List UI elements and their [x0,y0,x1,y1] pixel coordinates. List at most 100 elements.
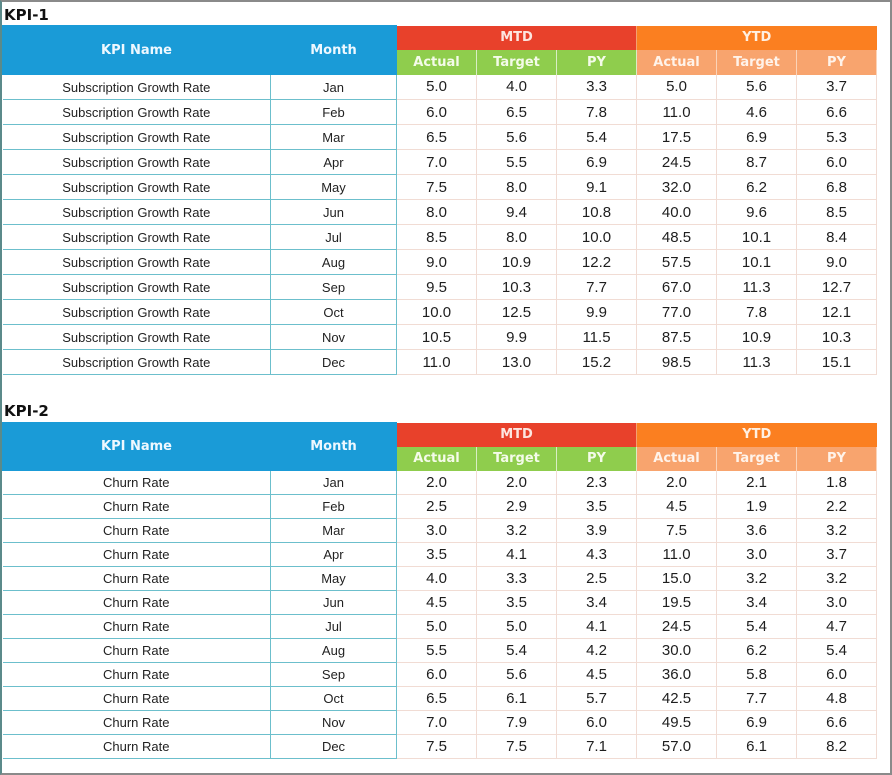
month-header[interactable]: Month [270,422,397,471]
kpi-name-cell[interactable]: Subscription Growth Rate [2,74,271,100]
kpi-name-cell[interactable]: Subscription Growth Rate [2,349,271,375]
mtd-actual-cell[interactable]: 3.0 [396,518,477,543]
month-cell[interactable]: Aug [270,638,397,663]
ytd-actual-cell[interactable]: 48.5 [636,224,717,250]
kpi-name-cell[interactable]: Churn Rate [2,710,271,735]
ytd-target-header[interactable]: Target [716,446,797,471]
kpi-name-cell[interactable]: Churn Rate [2,494,271,519]
ytd-actual-cell[interactable]: 5.0 [636,74,717,100]
mtd-target-cell[interactable]: 2.0 [476,470,557,495]
mtd-target-cell[interactable]: 7.9 [476,710,557,735]
kpi-name-cell[interactable]: Churn Rate [2,734,271,759]
ytd-py-cell[interactable]: 8.5 [796,199,877,225]
ytd-target-cell[interactable]: 6.9 [716,124,797,150]
mtd-py-cell[interactable]: 6.9 [556,149,637,175]
mtd-actual-cell[interactable]: 10.5 [396,324,477,350]
kpi-name-cell[interactable]: Subscription Growth Rate [2,299,271,325]
mtd-py-header[interactable]: PY [556,49,637,75]
ytd-py-cell[interactable]: 6.6 [796,710,877,735]
ytd-py-cell[interactable]: 9.0 [796,249,877,275]
month-cell[interactable]: Apr [270,149,397,175]
ytd-py-cell[interactable]: 3.0 [796,590,877,615]
ytd-target-cell[interactable]: 6.1 [716,734,797,759]
mtd-actual-cell[interactable]: 7.0 [396,149,477,175]
mtd-py-cell[interactable]: 3.9 [556,518,637,543]
ytd-py-cell[interactable]: 12.1 [796,299,877,325]
ytd-actual-cell[interactable]: 15.0 [636,566,717,591]
mtd-target-cell[interactable]: 6.5 [476,99,557,125]
kpi-name-cell[interactable]: Subscription Growth Rate [2,224,271,250]
ytd-actual-cell[interactable]: 49.5 [636,710,717,735]
mtd-py-cell[interactable]: 7.7 [556,274,637,300]
ytd-actual-cell[interactable]: 87.5 [636,324,717,350]
kpi-name-cell[interactable]: Subscription Growth Rate [2,99,271,125]
ytd-actual-header[interactable]: Actual [636,49,717,75]
mtd-py-cell[interactable]: 10.0 [556,224,637,250]
ytd-py-cell[interactable]: 2.2 [796,494,877,519]
mtd-target-cell[interactable]: 2.9 [476,494,557,519]
month-cell[interactable]: Jul [270,224,397,250]
mtd-target-header[interactable]: Target [476,49,557,75]
mtd-py-header[interactable]: PY [556,446,637,471]
ytd-py-cell[interactable]: 6.0 [796,149,877,175]
mtd-target-cell[interactable]: 8.0 [476,174,557,200]
mtd-actual-cell[interactable]: 3.5 [396,542,477,567]
month-cell[interactable]: Jun [270,590,397,615]
ytd-target-cell[interactable]: 3.2 [716,566,797,591]
kpi-name-cell[interactable]: Subscription Growth Rate [2,249,271,275]
mtd-actual-cell[interactable]: 6.0 [396,662,477,687]
ytd-target-cell[interactable]: 3.4 [716,590,797,615]
ytd-py-cell[interactable]: 6.0 [796,662,877,687]
ytd-actual-header[interactable]: Actual [636,446,717,471]
ytd-actual-cell[interactable]: 67.0 [636,274,717,300]
mtd-py-cell[interactable]: 2.3 [556,470,637,495]
mtd-target-cell[interactable]: 10.3 [476,274,557,300]
ytd-target-cell[interactable]: 6.2 [716,638,797,663]
ytd-target-cell[interactable]: 6.2 [716,174,797,200]
month-cell[interactable]: Aug [270,249,397,275]
ytd-py-cell[interactable]: 3.7 [796,542,877,567]
mtd-target-cell[interactable]: 3.3 [476,566,557,591]
mtd-py-cell[interactable]: 3.5 [556,494,637,519]
ytd-py-cell[interactable]: 8.4 [796,224,877,250]
ytd-target-cell[interactable]: 10.1 [716,224,797,250]
ytd-actual-cell[interactable]: 11.0 [636,99,717,125]
ytd-target-cell[interactable]: 7.8 [716,299,797,325]
mtd-target-cell[interactable]: 5.6 [476,124,557,150]
month-cell[interactable]: Mar [270,124,397,150]
ytd-actual-cell[interactable]: 36.0 [636,662,717,687]
month-cell[interactable]: Nov [270,710,397,735]
ytd-target-cell[interactable]: 5.6 [716,74,797,100]
month-cell[interactable]: May [270,566,397,591]
mtd-py-cell[interactable]: 7.8 [556,99,637,125]
ytd-target-cell[interactable]: 1.9 [716,494,797,519]
month-cell[interactable]: Dec [270,349,397,375]
kpi-name-cell[interactable]: Churn Rate [2,614,271,639]
ytd-target-cell[interactable]: 2.1 [716,470,797,495]
mtd-target-cell[interactable]: 5.6 [476,662,557,687]
kpi-name-header[interactable]: KPI Name [2,422,271,471]
month-cell[interactable]: Mar [270,518,397,543]
kpi-name-cell[interactable]: Churn Rate [2,662,271,687]
kpi-name-cell[interactable]: Churn Rate [2,470,271,495]
ytd-py-cell[interactable]: 3.2 [796,518,877,543]
ytd-actual-cell[interactable]: 98.5 [636,349,717,375]
mtd-actual-cell[interactable]: 8.5 [396,224,477,250]
mtd-target-cell[interactable]: 9.4 [476,199,557,225]
ytd-actual-cell[interactable]: 57.5 [636,249,717,275]
month-cell[interactable]: Jan [270,470,397,495]
mtd-py-cell[interactable]: 5.4 [556,124,637,150]
ytd-py-cell[interactable]: 6.8 [796,174,877,200]
ytd-target-header[interactable]: Target [716,49,797,75]
mtd-target-cell[interactable]: 3.5 [476,590,557,615]
mtd-target-cell[interactable]: 5.0 [476,614,557,639]
kpi-name-cell[interactable]: Subscription Growth Rate [2,124,271,150]
kpi-name-cell[interactable]: Churn Rate [2,518,271,543]
ytd-target-cell[interactable]: 8.7 [716,149,797,175]
ytd-py-cell[interactable]: 3.2 [796,566,877,591]
ytd-target-cell[interactable]: 3.6 [716,518,797,543]
mtd-target-cell[interactable]: 6.1 [476,686,557,711]
month-cell[interactable]: Dec [270,734,397,759]
ytd-target-cell[interactable]: 9.6 [716,199,797,225]
mtd-actual-cell[interactable]: 5.0 [396,614,477,639]
